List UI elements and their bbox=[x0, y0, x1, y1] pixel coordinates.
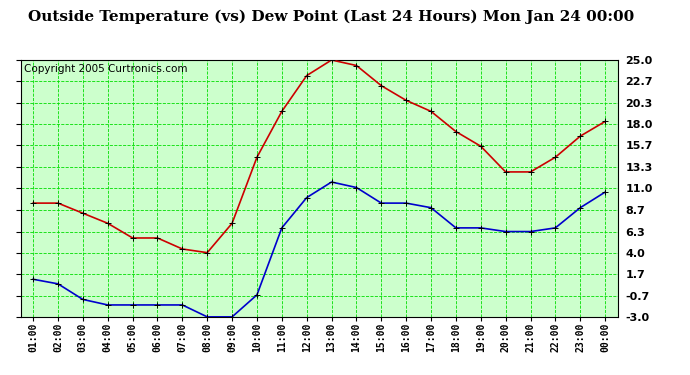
Text: Outside Temperature (vs) Dew Point (Last 24 Hours) Mon Jan 24 00:00: Outside Temperature (vs) Dew Point (Last… bbox=[28, 9, 634, 24]
Text: Copyright 2005 Curtronics.com: Copyright 2005 Curtronics.com bbox=[23, 64, 187, 74]
